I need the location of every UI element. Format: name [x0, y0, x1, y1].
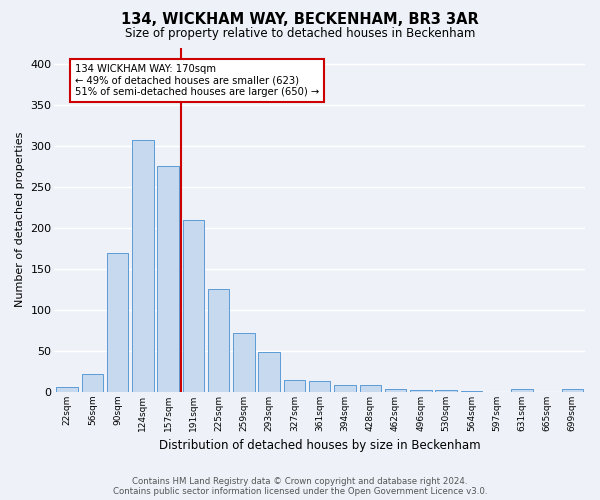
Bar: [56, 387, 78, 392]
Bar: [107, 252, 128, 392]
Y-axis label: Number of detached properties: Number of detached properties: [15, 132, 25, 308]
Text: 134, WICKHAM WAY, BECKENHAM, BR3 3AR: 134, WICKHAM WAY, BECKENHAM, BR3 3AR: [121, 12, 479, 28]
Bar: [259, 352, 280, 392]
Bar: [511, 388, 533, 392]
Bar: [182, 220, 204, 392]
Text: Contains public sector information licensed under the Open Government Licence v3: Contains public sector information licen…: [113, 487, 487, 496]
Bar: [208, 290, 229, 392]
Bar: [132, 140, 154, 392]
Bar: [436, 390, 457, 392]
Bar: [233, 333, 254, 392]
Bar: [309, 382, 331, 392]
Text: 134 WICKHAM WAY: 170sqm
← 49% of detached houses are smaller (623)
51% of semi-d: 134 WICKHAM WAY: 170sqm ← 49% of detache…: [74, 64, 319, 97]
Bar: [82, 374, 103, 392]
Bar: [284, 380, 305, 392]
Bar: [562, 388, 583, 392]
X-axis label: Distribution of detached houses by size in Beckenham: Distribution of detached houses by size …: [159, 440, 481, 452]
Bar: [334, 386, 356, 392]
Bar: [157, 166, 179, 392]
Bar: [461, 391, 482, 392]
Text: Size of property relative to detached houses in Beckenham: Size of property relative to detached ho…: [125, 28, 475, 40]
Bar: [385, 388, 406, 392]
Bar: [359, 386, 381, 392]
Text: Contains HM Land Registry data © Crown copyright and database right 2024.: Contains HM Land Registry data © Crown c…: [132, 477, 468, 486]
Bar: [410, 390, 431, 392]
